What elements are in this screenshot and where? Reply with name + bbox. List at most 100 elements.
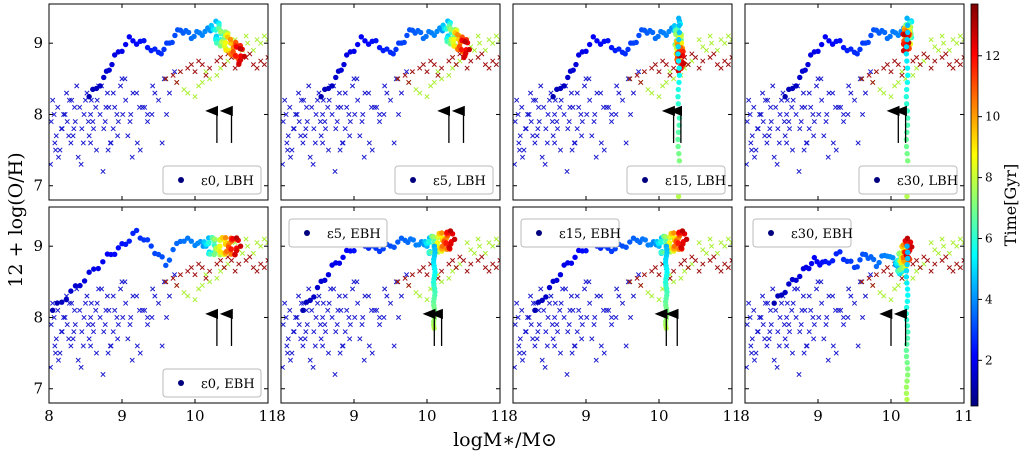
observation-point	[69, 300, 75, 306]
observation-point	[625, 279, 631, 285]
x-tick-label: 9	[349, 407, 359, 425]
observation-point	[497, 37, 500, 43]
observation-point	[120, 314, 126, 321]
colorbar-label: Time[Gyr]	[1001, 164, 1020, 246]
observation-point	[851, 97, 858, 103]
simulation-point	[401, 39, 407, 46]
y-tick-label: 8	[33, 105, 43, 123]
simulation-point	[881, 29, 888, 36]
observation-point	[163, 111, 170, 118]
observation-point	[86, 336, 92, 342]
observation-point	[811, 119, 817, 125]
observation-point	[517, 147, 523, 153]
observation-point	[775, 329, 781, 335]
observation-point	[748, 140, 754, 146]
observation-point	[290, 126, 296, 132]
observation-point	[497, 257, 500, 264]
observation-point	[806, 293, 812, 299]
simulation-point	[141, 37, 147, 44]
simulation-point	[91, 266, 97, 272]
observation-point	[935, 47, 942, 53]
observation-point	[347, 119, 353, 125]
simulation-point	[325, 271, 332, 278]
simulation-point	[786, 281, 792, 287]
observation-point	[833, 350, 839, 356]
observation-point	[546, 300, 553, 306]
observation-point	[320, 111, 326, 118]
observation-point	[557, 104, 563, 110]
observation-point	[574, 90, 580, 96]
observation-point	[307, 154, 313, 160]
simulation-point	[642, 237, 649, 243]
observation-point	[366, 90, 372, 96]
observation-point	[799, 307, 805, 313]
simulation-point	[890, 254, 896, 261]
simulation-point	[213, 40, 220, 46]
observation-point	[552, 314, 558, 321]
observation-point	[53, 133, 59, 139]
observation-point	[755, 329, 761, 335]
simulation-point	[854, 51, 860, 57]
observation-point	[762, 300, 768, 306]
observation-point	[641, 69, 647, 75]
simulation-point	[865, 39, 871, 46]
observation-point	[557, 307, 563, 313]
observation-point	[346, 111, 352, 118]
observation-point	[265, 54, 268, 61]
simulation-point	[829, 41, 836, 47]
observation-point	[776, 343, 782, 349]
observation-point	[566, 322, 572, 328]
observation-point	[325, 147, 332, 153]
observation-point	[310, 161, 316, 167]
observation-point	[464, 268, 470, 274]
observation-point	[760, 119, 766, 125]
observation-point	[424, 272, 430, 278]
colorbar: 2 4 6 8 10 12 Time[Gyr]	[970, 3, 1020, 407]
y-axis-label: 12 + log(O/H)	[5, 152, 27, 287]
simulation-point	[904, 298, 911, 305]
observation-point	[96, 286, 102, 292]
observation-point	[387, 300, 394, 306]
observation-point	[376, 322, 383, 328]
observation-point	[870, 79, 876, 85]
panel-8: 8 9 10 11 ε30, EBH	[740, 206, 974, 425]
observation-point	[303, 104, 310, 110]
observation-point	[888, 69, 894, 75]
observation-point	[899, 275, 905, 281]
observation-point	[342, 329, 348, 335]
observation-point	[571, 140, 577, 146]
observation-point	[830, 90, 836, 96]
simulation-point	[594, 38, 600, 44]
observation-point	[97, 314, 103, 321]
simulation-point	[152, 46, 158, 52]
observation-point	[589, 336, 595, 342]
observation-point	[656, 297, 662, 303]
observation-point	[796, 168, 802, 175]
observation-point	[115, 119, 121, 125]
observation-point	[519, 104, 525, 110]
legend-label: ε5, EBH	[327, 227, 381, 242]
observation-point	[722, 40, 728, 46]
simulation-point	[903, 274, 910, 280]
observation-point	[69, 97, 75, 103]
observation-point	[82, 300, 89, 306]
observation-point	[534, 133, 540, 139]
observation-point	[700, 58, 706, 64]
simulation-point	[675, 136, 681, 143]
observation-point	[939, 33, 945, 39]
observation-point	[718, 65, 724, 71]
observation-point	[85, 322, 91, 328]
observation-point	[619, 300, 626, 306]
observation-point	[55, 154, 62, 160]
simulation-point	[222, 40, 229, 46]
y-tick-label: 9	[33, 237, 43, 255]
observation-point	[75, 357, 81, 363]
observation-point	[404, 272, 410, 278]
observation-point	[322, 119, 328, 125]
observation-point	[320, 343, 326, 349]
simulation-point	[172, 32, 178, 39]
observation-point	[62, 314, 68, 321]
observation-point	[859, 76, 865, 82]
observation-point	[921, 51, 927, 57]
observation-point	[810, 314, 816, 321]
